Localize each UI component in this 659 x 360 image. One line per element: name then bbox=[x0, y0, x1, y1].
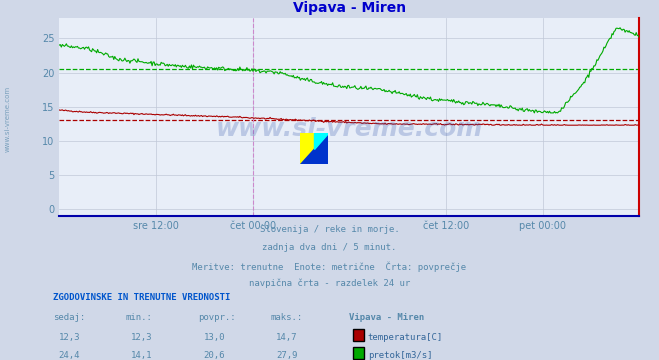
Polygon shape bbox=[314, 133, 328, 148]
Text: Slovenija / reke in morje.: Slovenija / reke in morje. bbox=[260, 225, 399, 234]
Polygon shape bbox=[300, 133, 328, 164]
Text: temperatura[C]: temperatura[C] bbox=[368, 333, 443, 342]
Text: min.:: min.: bbox=[125, 313, 152, 322]
Text: Vipava - Miren: Vipava - Miren bbox=[349, 313, 424, 322]
Text: ZGODOVINSKE IN TRENUTNE VREDNOSTI: ZGODOVINSKE IN TRENUTNE VREDNOSTI bbox=[53, 293, 230, 302]
Text: 24,4: 24,4 bbox=[59, 351, 80, 360]
Title: Vipava - Miren: Vipava - Miren bbox=[293, 1, 406, 15]
Text: 12,3: 12,3 bbox=[59, 333, 80, 342]
Text: 14,1: 14,1 bbox=[131, 351, 152, 360]
Text: 13,0: 13,0 bbox=[204, 333, 225, 342]
Text: 14,7: 14,7 bbox=[276, 333, 297, 342]
Text: 27,9: 27,9 bbox=[276, 351, 297, 360]
FancyBboxPatch shape bbox=[353, 347, 364, 359]
Text: Meritve: trenutne  Enote: metrične  Črta: povprečje: Meritve: trenutne Enote: metrične Črta: … bbox=[192, 261, 467, 271]
Text: maks.:: maks.: bbox=[270, 313, 302, 322]
Text: 20,6: 20,6 bbox=[204, 351, 225, 360]
Text: www.si-vreme.com: www.si-vreme.com bbox=[215, 117, 483, 141]
Text: www.si-vreme.com: www.si-vreme.com bbox=[5, 86, 11, 152]
FancyBboxPatch shape bbox=[353, 329, 364, 341]
Text: pretok[m3/s]: pretok[m3/s] bbox=[368, 351, 432, 360]
Text: 12,3: 12,3 bbox=[131, 333, 152, 342]
Text: povpr.:: povpr.: bbox=[198, 313, 235, 322]
Text: navpična črta - razdelek 24 ur: navpična črta - razdelek 24 ur bbox=[249, 279, 410, 288]
Text: zadnja dva dni / 5 minut.: zadnja dva dni / 5 minut. bbox=[262, 243, 397, 252]
Text: sedaj:: sedaj: bbox=[53, 313, 85, 322]
Polygon shape bbox=[300, 133, 328, 164]
